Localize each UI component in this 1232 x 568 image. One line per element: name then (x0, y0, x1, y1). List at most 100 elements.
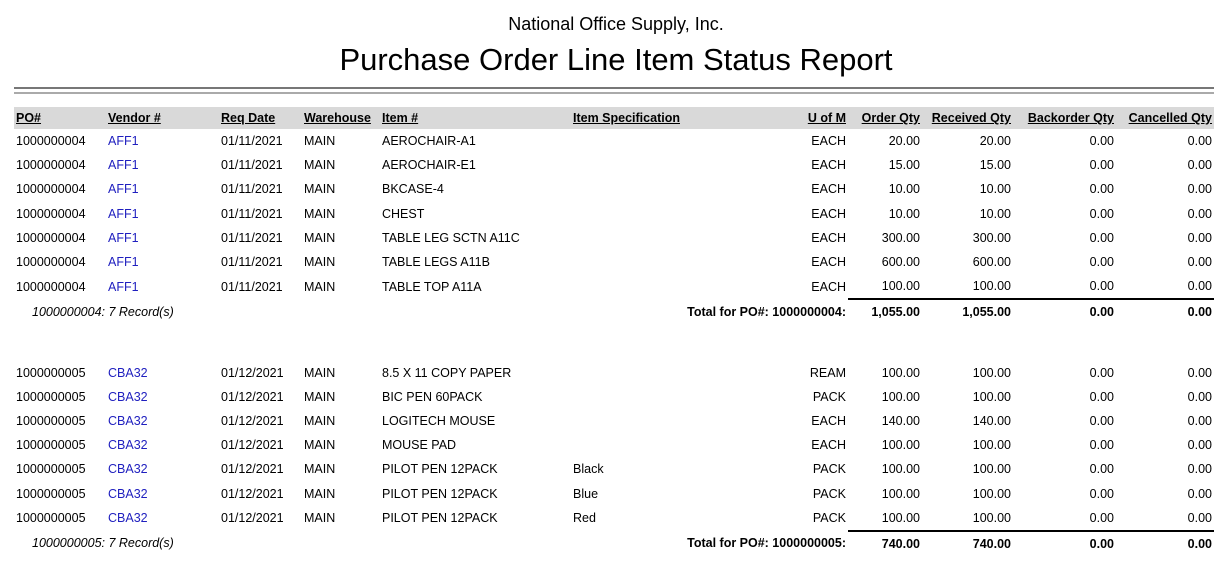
received-qty-cell: 100.00 (972, 438, 1011, 453)
item-specification-cell (571, 409, 790, 433)
vendor-number-cell[interactable]: AFF1 (108, 134, 139, 149)
column-header-received-qty[interactable]: Received Qty (922, 107, 1013, 129)
vendor-number-cell[interactable]: CBA32 (108, 486, 148, 501)
req-date-cell: 01/11/2021 (221, 158, 283, 173)
vendor-number-cell[interactable]: CBA32 (108, 511, 148, 526)
unit-of-measure-cell: EACH (811, 158, 846, 173)
item-number-cell: AEROCHAIR-A1 (382, 134, 476, 149)
unit-of-measure-cell: PACK (812, 486, 846, 501)
column-header-item-number[interactable]: Item # (380, 107, 571, 129)
item-specification-cell: Red (573, 511, 596, 526)
column-header-item-specification[interactable]: Item Specification (571, 107, 790, 129)
item-specification-cell (571, 153, 790, 177)
warehouse-cell: MAIN (304, 158, 336, 173)
vendor-number-cell[interactable]: AFF1 (108, 158, 139, 173)
unit-of-measure-cell: EACH (811, 206, 846, 221)
vendor-number-cell[interactable]: CBA32 (108, 365, 148, 380)
vendor-number-cell[interactable]: CBA32 (108, 413, 148, 428)
column-header-unit-of-measure[interactable]: U of M (790, 107, 848, 129)
item-specification-cell (571, 202, 790, 226)
vendor-number-cell[interactable]: AFF1 (108, 279, 139, 294)
req-date-cell: 01/12/2021 (221, 438, 284, 453)
warehouse-cell: MAIN (304, 182, 336, 197)
warehouse-cell: MAIN (304, 206, 336, 221)
total-cancelled-qty: 0.00 (1116, 298, 1214, 325)
po-number-cell: 1000000004 (16, 230, 86, 245)
warehouse-cell: MAIN (304, 255, 336, 270)
warehouse-cell: MAIN (304, 389, 336, 404)
table-row: 1000000005 CBA32 01/12/2021 MAIN PILOT PEN 1… (14, 506, 1214, 531)
vendor-number-cell[interactable]: AFF1 (108, 206, 139, 221)
item-number-cell: PILOT PEN 12PACK (382, 511, 498, 526)
column-header-vendor-number[interactable]: Vendor # (106, 107, 219, 129)
report-title: Purchase Order Line Item Status Report (339, 42, 893, 77)
req-date-cell: 01/12/2021 (221, 365, 284, 380)
cancelled-qty-cell: 0.00 (1187, 438, 1212, 453)
cancelled-qty-cell: 0.00 (1187, 230, 1212, 245)
cancelled-qty-cell: 0.00 (1187, 510, 1212, 525)
record-count: 1000000004: 7 Record(s) (32, 304, 174, 319)
req-date-cell: 01/11/2021 (221, 134, 283, 149)
record-count: 1000000005: 7 Record(s) (32, 536, 174, 551)
req-date-cell: 01/11/2021 (221, 206, 283, 221)
backorder-qty-cell: 0.00 (1089, 230, 1114, 245)
order-qty-cell: 600.00 (881, 255, 920, 270)
cancelled-qty-cell: 0.00 (1187, 134, 1212, 149)
table-row: 1000000004 AFF1 01/11/2021 MAIN AEROCHAIR-E1… (14, 153, 1214, 177)
received-qty-cell: 20.00 (979, 134, 1011, 149)
vendor-number-cell[interactable]: AFF1 (108, 182, 139, 197)
received-qty-cell: 300.00 (972, 230, 1011, 245)
table-row: 1000000004 AFF1 01/11/2021 MAIN CHEST EACH 10.… (14, 202, 1214, 226)
received-qty-cell: 600.00 (972, 255, 1011, 270)
po-number-cell: 1000000004 (16, 158, 86, 173)
received-qty-cell: 100.00 (972, 365, 1011, 380)
vendor-number-cell[interactable]: CBA32 (108, 389, 148, 404)
po-number-cell: 1000000005 (16, 462, 86, 477)
vendor-number-cell[interactable]: AFF1 (108, 230, 139, 245)
cancelled-qty-cell: 0.00 (1187, 182, 1212, 197)
warehouse-cell: MAIN (304, 230, 336, 245)
req-date-cell: 01/12/2021 (221, 389, 284, 404)
table-row: 1000000004 AFF1 01/11/2021 MAIN AEROCHAIR-A1… (14, 129, 1214, 153)
table-row: 1000000004 AFF1 01/11/2021 MAIN TABLE LEGS A… (14, 250, 1214, 274)
column-header-order-qty[interactable]: Order Qty (848, 107, 922, 129)
unit-of-measure-cell: EACH (811, 134, 846, 149)
backorder-qty-cell: 0.00 (1089, 134, 1114, 149)
unit-of-measure-cell: EACH (811, 279, 846, 294)
req-date-cell: 01/12/2021 (221, 511, 284, 526)
column-header-po-number[interactable]: PO# (14, 107, 106, 129)
unit-of-measure-cell: REAM (809, 365, 846, 380)
po-number-cell: 1000000004 (16, 182, 86, 197)
backorder-qty-cell: 0.00 (1089, 182, 1114, 197)
unit-of-measure-cell: PACK (812, 462, 846, 477)
received-qty-cell: 10.00 (979, 206, 1011, 221)
unit-of-measure-cell: EACH (811, 255, 846, 270)
order-qty-cell: 15.00 (888, 158, 920, 173)
vendor-number-cell[interactable]: AFF1 (108, 255, 139, 270)
unit-of-measure-cell: EACH (811, 230, 846, 245)
title-divider-secondary (14, 92, 1214, 94)
received-qty-cell: 100.00 (972, 462, 1011, 477)
warehouse-cell: MAIN (304, 279, 336, 294)
vendor-number-cell[interactable]: CBA32 (108, 438, 148, 453)
item-specification-cell: Black (573, 462, 604, 477)
req-date-cell: 01/11/2021 (221, 279, 283, 294)
column-header-cancelled-qty[interactable]: Cancelled Qty (1116, 107, 1214, 129)
order-qty-cell: 10.00 (888, 182, 920, 197)
cancelled-qty-cell: 0.00 (1187, 462, 1212, 477)
report-table: PO# Vendor # Req Date Warehouse Item # Item S… (14, 107, 1214, 556)
received-qty-cell: 100.00 (972, 486, 1011, 501)
po-number-cell: 1000000005 (16, 511, 86, 526)
req-date-cell: 01/12/2021 (221, 462, 284, 477)
group-spacer (14, 325, 1214, 361)
table-row: 1000000005 CBA32 01/12/2021 MAIN PILOT PEN 1… (14, 481, 1214, 505)
order-qty-cell: 300.00 (881, 230, 920, 245)
column-header-warehouse[interactable]: Warehouse (302, 107, 380, 129)
column-header-backorder-qty[interactable]: Backorder Qty (1013, 107, 1116, 129)
item-number-cell: LOGITECH MOUSE (382, 413, 496, 428)
column-header-req-date[interactable]: Req Date (219, 107, 302, 129)
unit-of-measure-cell: EACH (811, 182, 846, 197)
req-date-cell: 01/11/2021 (221, 230, 283, 245)
order-qty-cell: 20.00 (888, 134, 920, 149)
vendor-number-cell[interactable]: CBA32 (108, 462, 148, 477)
